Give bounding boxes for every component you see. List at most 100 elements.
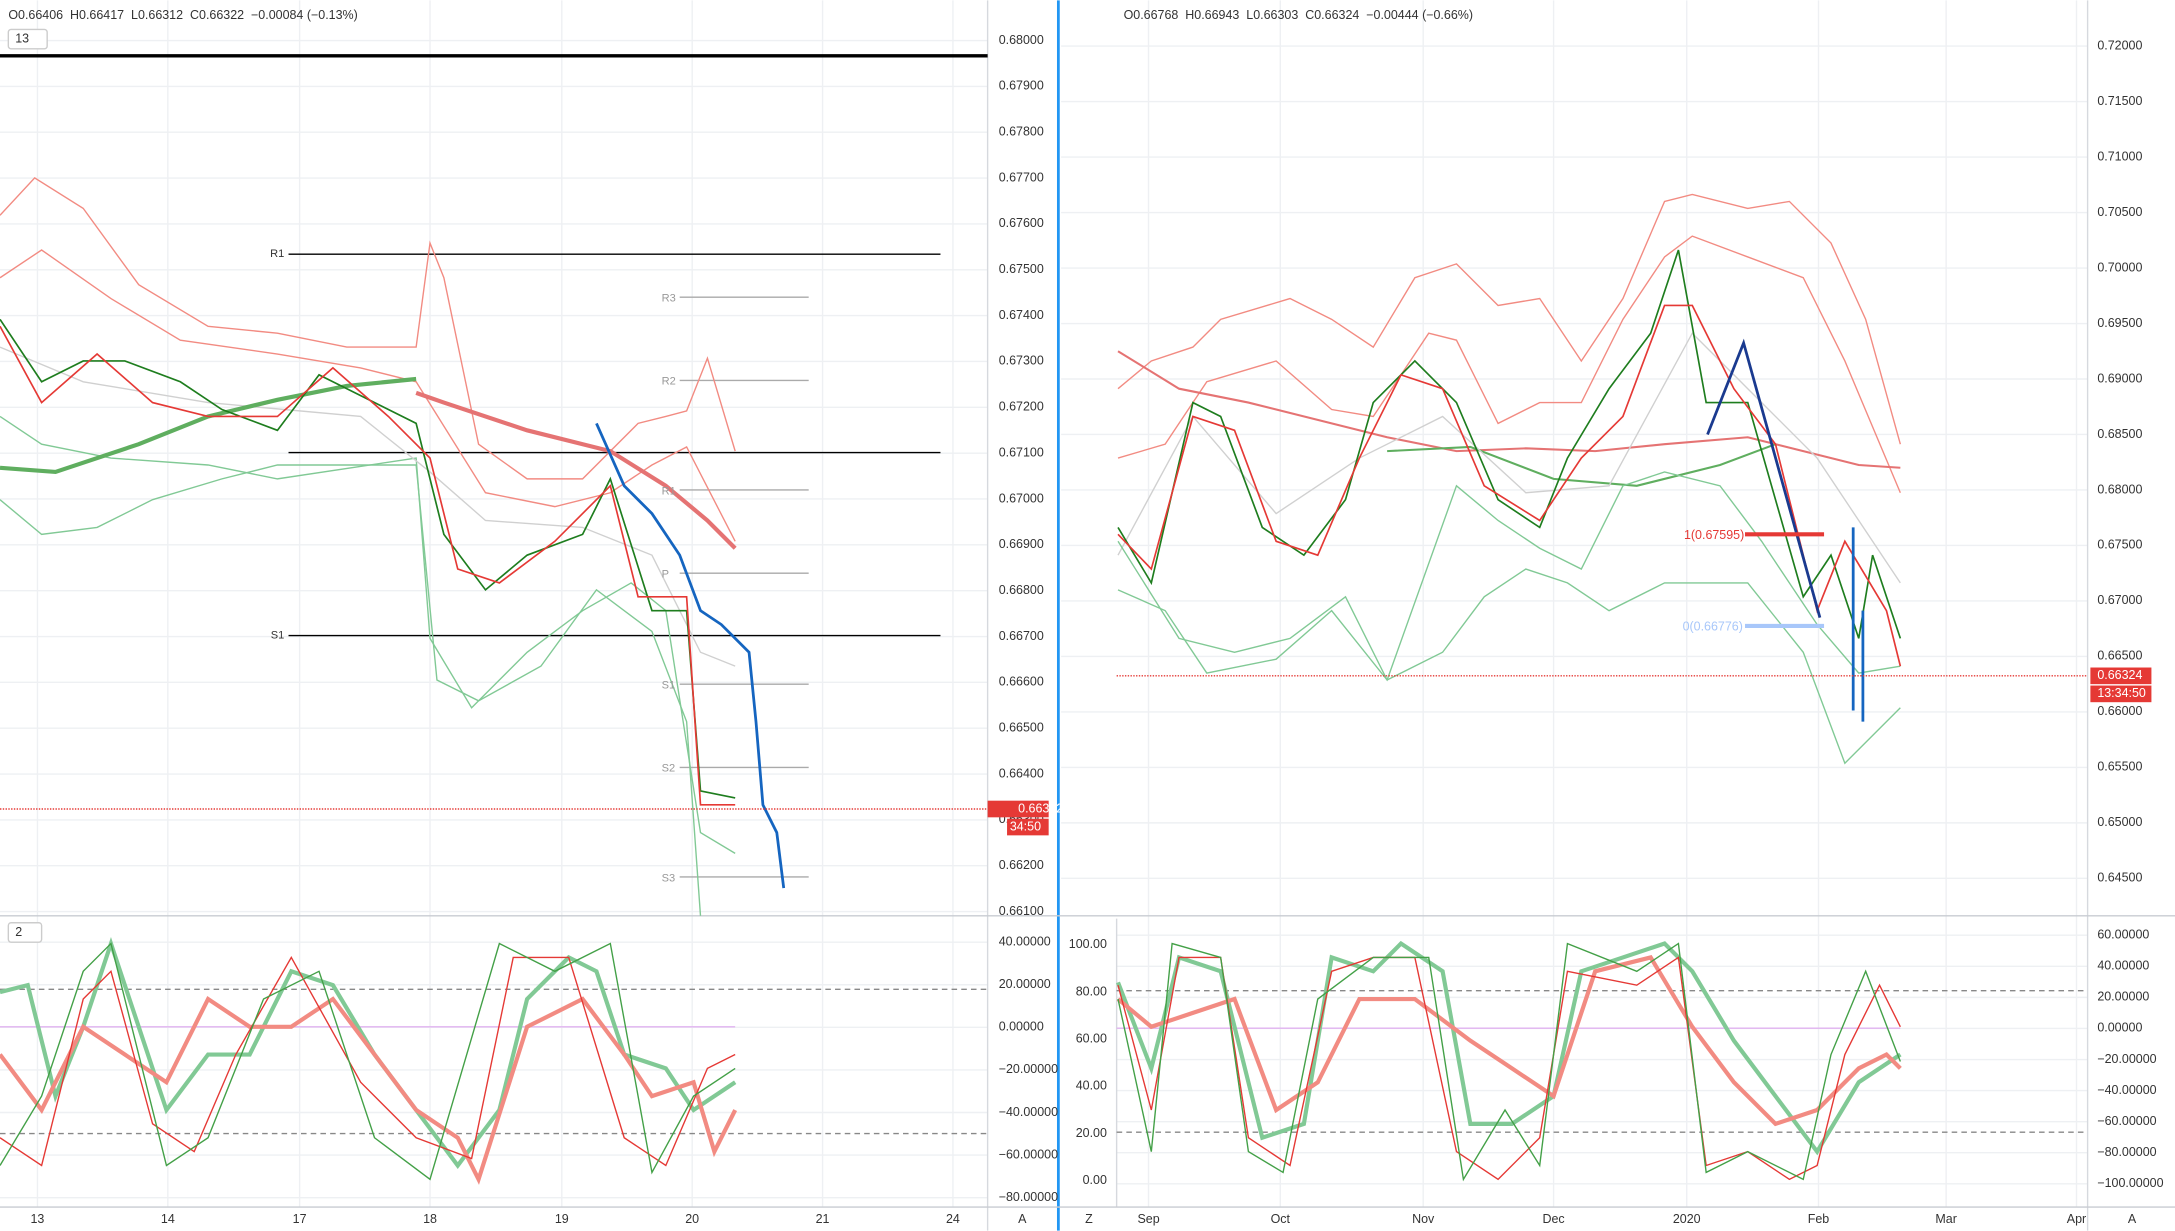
ohlc-value: O0.66406 (8, 8, 63, 22)
time-label: 19 (555, 1212, 569, 1226)
price-label: 0.64500 (2097, 871, 2142, 885)
time-label: Mar (1935, 1212, 1956, 1226)
price-label: 0.67100 (999, 445, 1044, 459)
osc-label: 40.00 (1076, 1079, 1107, 1093)
osc-label: −60.00000 (2097, 1114, 2156, 1128)
pivot-label: S1 (662, 679, 676, 691)
time-label: 13 (31, 1212, 45, 1226)
price-label: 0.68000 (2097, 482, 2142, 496)
axis-button[interactable]: A (2128, 1212, 2137, 1226)
faint-pivots (679, 296, 809, 878)
price-tag-text: 0.66322 (1018, 801, 1063, 815)
osc-levels (0, 988, 2088, 1135)
osc-label: −60.00000 (999, 1147, 1058, 1161)
price-label: 0.67700 (999, 170, 1044, 184)
bands (0, 176, 786, 916)
price-tag-text: 0.66324 (2097, 668, 2142, 682)
price-label: 0.67600 (999, 216, 1044, 230)
axis-button[interactable]: Z (1085, 1212, 1093, 1226)
osc-label: −80.00000 (2097, 1145, 2156, 1159)
ohlc-value: L0.66303 (1246, 8, 1298, 22)
time-label: Dec (1542, 1212, 1564, 1226)
price-label: 0.67500 (2097, 538, 2142, 552)
time-label: 20 (685, 1212, 699, 1226)
fib-label: 0(0.66776) (1683, 620, 1743, 634)
osc-label: −40.00000 (999, 1105, 1058, 1119)
price-tag (987, 800, 1049, 818)
price-label: 0.66700 (999, 629, 1044, 643)
pivot-label: R1 (662, 485, 676, 497)
study-badge[interactable] (7, 922, 43, 943)
study-badge[interactable] (7, 28, 48, 50)
osc-label: 0.00000 (2097, 1021, 2142, 1035)
price-label: 0.66900 (999, 537, 1044, 551)
price-label: 0.67500 (999, 262, 1044, 276)
osc-label: −100.00000 (2097, 1176, 2163, 1190)
price-label: 0.71000 (2097, 149, 2142, 163)
ohlc-value: O0.66768 (1124, 8, 1179, 22)
countdown-text: 34:50 (1010, 819, 1041, 833)
study-badge-label[interactable]: 2 (15, 925, 22, 939)
price-label: 0.69500 (2097, 316, 2142, 330)
price-label: 0.67300 (999, 354, 1044, 368)
time-label: 17 (293, 1212, 307, 1226)
price-label: 0.68500 (2097, 427, 2142, 441)
price-label: 0.67800 (999, 125, 1044, 139)
osc-label: −20.00000 (999, 1062, 1058, 1076)
bands (1117, 193, 1902, 765)
ohlc-value: H0.66417 (70, 8, 124, 22)
price-label: 0.66100 (999, 904, 1044, 918)
price-label: 0.68000 (999, 33, 1044, 47)
osc-label: −20.00000 (2097, 1052, 2156, 1066)
time-label: Feb (1808, 1212, 1830, 1226)
countdown-tag (1007, 818, 1049, 836)
osc-label: 40.00000 (2097, 959, 2149, 973)
time-label: 24 (946, 1212, 960, 1226)
price-label: 0.65500 (2097, 760, 2142, 774)
ohlc-value: −0.00084 (−0.13%) (251, 8, 358, 22)
osc-label: 20.00000 (999, 977, 1051, 991)
price-label: 0.66000 (2097, 704, 2142, 718)
price-label: 0.71500 (2097, 94, 2142, 108)
price-label: 0.67900 (999, 79, 1044, 93)
ohlc-value: H0.66943 (1185, 8, 1239, 22)
ohlc-value: C0.66324 (1305, 8, 1359, 22)
countdown-text: 13:34:50 (2097, 686, 2146, 700)
price-tag (2090, 667, 2152, 685)
price-label: 0.66500 (2097, 649, 2142, 663)
pivot-label: R3 (662, 292, 676, 304)
price-label: 0.70500 (2097, 205, 2142, 219)
time-label: Nov (1412, 1212, 1435, 1226)
pivot-label: S2 (662, 763, 676, 775)
price-label: 0.66800 (999, 583, 1044, 597)
osc-label: 40.00000 (999, 934, 1051, 948)
price-label: 0.65000 (2097, 815, 2142, 829)
axis-button[interactable]: A (1018, 1212, 1027, 1226)
time-label: 2020 (1673, 1212, 1701, 1226)
price-label: 0.66500 (999, 721, 1044, 735)
countdown-tag (2090, 685, 2152, 703)
study-badge-label[interactable]: 13 (15, 31, 29, 45)
time-label: 18 (423, 1212, 437, 1226)
ohlc-value: L0.66312 (131, 8, 183, 22)
price-label: 0.67000 (2097, 593, 2142, 607)
time-label: Oct (1271, 1212, 1291, 1226)
time-label: 14 (161, 1212, 175, 1226)
price-label: 0.67200 (999, 400, 1044, 414)
pivot-label: R2 (662, 376, 676, 388)
price-label: 0.67400 (999, 308, 1044, 322)
osc-label: −40.00000 (2097, 1083, 2156, 1097)
pivot-label: R1 (270, 248, 284, 260)
pivot-label: P (662, 569, 669, 581)
price-label: 0.66600 (999, 675, 1044, 689)
price-label: 0.66200 (999, 858, 1044, 872)
time-label: Apr (2067, 1212, 2086, 1226)
time-label: Sep (1137, 1212, 1159, 1226)
price-label: 0.72000 (2097, 38, 2142, 52)
price-label: 0.67000 (999, 491, 1044, 505)
osc-label: 0.00 (1083, 1173, 1107, 1187)
osc-label: 20.00000 (2097, 990, 2149, 1004)
osc-label: 100.00 (1069, 937, 1107, 951)
